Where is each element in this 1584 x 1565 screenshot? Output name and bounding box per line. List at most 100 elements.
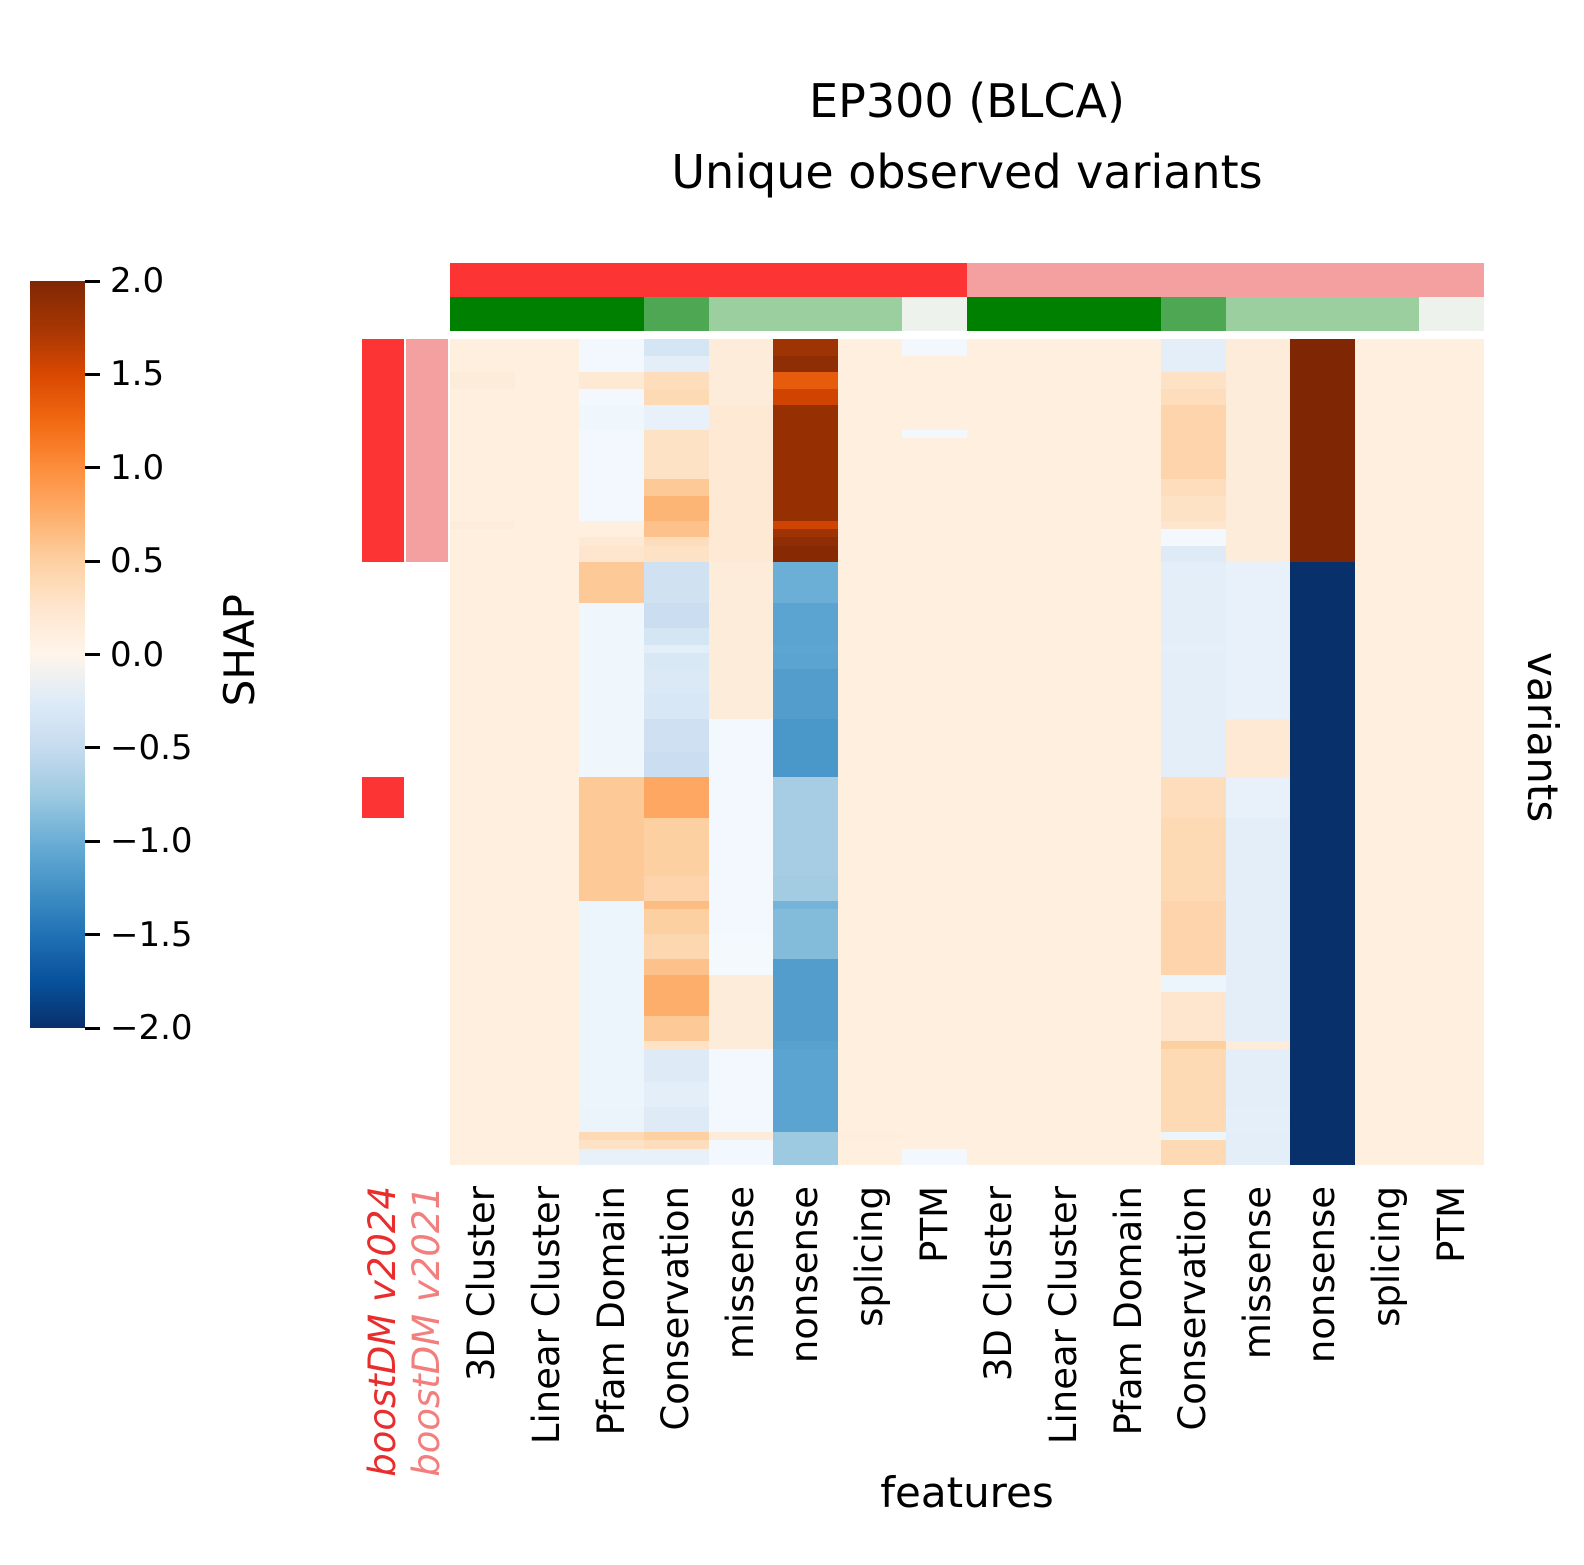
heatmap-cell — [1160, 603, 1226, 629]
heatmap-cell — [643, 1131, 709, 1141]
x-tick-label-feature: missense — [1235, 1186, 1279, 1360]
heatmap-row-group — [450, 479, 1484, 496]
heatmap-cell — [643, 1049, 709, 1083]
heatmap-cell — [967, 1016, 1032, 1042]
heatmap-cell — [1096, 991, 1161, 1017]
heatmap-cell — [450, 1140, 515, 1149]
heatmap-cell — [1419, 388, 1484, 406]
heatmap-cell — [837, 1140, 903, 1149]
heatmap-cell — [579, 669, 644, 695]
heatmap-cell — [514, 520, 580, 529]
heatmap-cell — [773, 603, 838, 629]
row-annotation-segment — [362, 562, 404, 604]
heatmap-cell — [1419, 669, 1484, 695]
heatmap-cell — [1290, 900, 1355, 909]
heatmap-cell — [708, 718, 774, 752]
heatmap-cell — [1290, 388, 1355, 406]
heatmap-cell — [773, 991, 838, 1017]
row-annotation-segment — [406, 479, 448, 496]
row-annotation-segment — [406, 339, 448, 356]
heatmap-cell — [902, 355, 967, 373]
heatmap-cell — [708, 652, 774, 670]
heatmap-cell — [773, 355, 838, 373]
heatmap-cell — [514, 438, 580, 480]
heatmap-cell — [1096, 495, 1161, 521]
heatmap-cell — [1225, 652, 1291, 670]
chart-title-line1: EP300 (BLCA) — [809, 74, 1125, 128]
chart-title: EP300 (BLCA) Unique observed variants — [450, 66, 1484, 209]
heatmap-cell — [450, 528, 515, 538]
heatmap-cell — [1096, 355, 1161, 373]
heatmap-cell — [514, 818, 580, 876]
heatmap-cell — [837, 694, 903, 719]
heatmap-cell — [450, 694, 515, 719]
heatmap-cell — [837, 718, 903, 752]
heatmap-cell — [579, 752, 644, 777]
colorbar-tick-mark — [85, 466, 100, 470]
heatmap-cell — [1290, 694, 1355, 719]
heatmap-cell — [1225, 438, 1291, 480]
heatmap-cell — [450, 818, 515, 876]
heatmap-row-group — [450, 1148, 1484, 1166]
heatmap-cell — [967, 958, 1032, 976]
row-annotation-segment — [406, 520, 448, 529]
heatmap-cell — [1096, 975, 1161, 992]
heatmap-cell — [643, 438, 709, 480]
heatmap-cell — [450, 975, 515, 992]
heatmap-cell — [1160, 388, 1226, 406]
heatmap-cell — [837, 537, 903, 546]
heatmap-cell — [1031, 1016, 1097, 1042]
colorbar-tick: −1.0 — [85, 821, 193, 861]
heatmap-cell — [579, 355, 644, 373]
heatmap-cell — [1419, 537, 1484, 546]
heatmap-cell — [708, 479, 774, 496]
heatmap-cell — [708, 900, 774, 909]
heatmap-cell — [1225, 933, 1291, 959]
heatmap-cell — [708, 1049, 774, 1083]
heatmap-row-group — [450, 372, 1484, 389]
heatmap-cell — [579, 1082, 644, 1108]
heatmap-cell — [967, 628, 1032, 645]
heatmap-cell — [837, 1041, 903, 1050]
heatmap-cell — [1354, 644, 1420, 653]
heatmap-cell — [450, 752, 515, 777]
heatmap-cell — [837, 818, 903, 876]
heatmap-cell — [450, 545, 515, 563]
heatmap-cell — [1354, 545, 1420, 563]
heatmap-cell — [643, 900, 709, 909]
heatmap-cell — [708, 537, 774, 546]
heatmap-cell — [773, 818, 838, 876]
heatmap-cell — [1290, 958, 1355, 976]
colorbar-tick-label: −2.0 — [110, 1008, 193, 1048]
heatmap-cell — [1419, 694, 1484, 719]
heatmap-cell — [1290, 429, 1355, 439]
heatmap-cell — [1225, 562, 1291, 604]
heatmap-cell — [1290, 776, 1355, 819]
heatmap-cell — [1290, 1082, 1355, 1108]
heatmap-cell — [773, 1049, 838, 1083]
heatmap-cell — [514, 1049, 580, 1083]
heatmap-cell — [450, 1148, 515, 1166]
heatmap-cell — [579, 975, 644, 992]
heatmap-cell — [1096, 875, 1161, 901]
heatmap-cell — [643, 908, 709, 934]
heatmap-row-group — [450, 933, 1484, 959]
heatmap-cell — [450, 339, 515, 356]
colorbar-tick-mark — [85, 933, 100, 937]
heatmap-cell — [1031, 429, 1097, 439]
heatmap-cell — [579, 776, 644, 819]
heatmap-cell — [837, 603, 903, 629]
heatmap-cell — [1160, 438, 1226, 480]
heatmap-cell — [967, 752, 1032, 777]
heatmap-cell — [967, 1148, 1032, 1166]
heatmap-cell — [643, 495, 709, 521]
heatmap-cell — [837, 479, 903, 496]
heatmap-cell — [902, 1049, 967, 1083]
heatmap-cell — [1096, 537, 1161, 546]
heatmap-cell — [902, 528, 967, 538]
row-annotation-segment — [362, 652, 404, 670]
heatmap-cell — [1096, 752, 1161, 777]
heatmap-cell — [902, 875, 967, 901]
heatmap-cell — [902, 628, 967, 645]
heatmap-cell — [1160, 1148, 1226, 1166]
